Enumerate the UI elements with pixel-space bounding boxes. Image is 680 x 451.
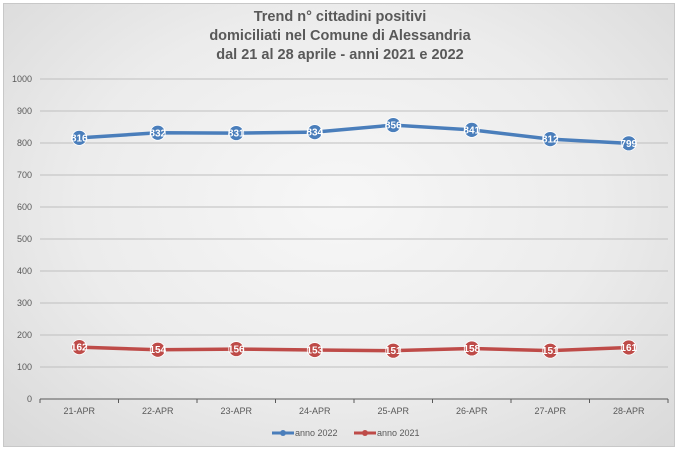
y-axis: 0 100 200 300 400 500 600 700 800 900 1000 <box>12 74 32 404</box>
y-tick-label: 900 <box>17 106 32 116</box>
y-tick-label: 200 <box>17 330 32 340</box>
series-lines: 816 832 831 834 856 841 812 799 162 154 156 153 151 1… <box>71 117 638 359</box>
data-label: 816 <box>71 133 88 144</box>
y-tick-label: 0 <box>27 394 32 404</box>
data-point <box>306 342 323 358</box>
data-label: 151 <box>542 346 559 357</box>
legend: anno 2022 anno 2021 <box>272 428 420 438</box>
data-label: 151 <box>385 346 402 357</box>
data-label: 162 <box>71 343 88 354</box>
x-tick-label: 23-APR <box>220 406 252 416</box>
y-tick-label: 500 <box>17 234 32 244</box>
gridlines <box>40 78 668 368</box>
y-tick-label: 700 <box>17 170 32 180</box>
data-point <box>71 129 88 146</box>
chart-title-line-3: dal 21 al 28 aprile - anni 2021 e 2022 <box>216 47 464 63</box>
chart-frame <box>3 3 675 447</box>
data-point <box>228 341 245 357</box>
data-label: 834 <box>306 128 323 139</box>
y-tick-label: 1000 <box>12 74 32 84</box>
data-label: 856 <box>385 121 402 132</box>
y-tick-label: 400 <box>17 266 32 276</box>
legend-swatch-marker <box>362 430 368 436</box>
data-label: 154 <box>149 345 166 356</box>
data-label: 812 <box>542 135 559 146</box>
data-label: 156 <box>228 345 245 356</box>
data-point <box>306 124 323 141</box>
data-point <box>620 339 637 356</box>
y-tick-label: 600 <box>17 202 32 212</box>
series-line-1 <box>77 123 631 146</box>
data-label: 153 <box>306 346 323 357</box>
data-label: 158 <box>463 344 480 355</box>
y-tick-label: 300 <box>17 298 32 308</box>
x-tick-label: 25-APR <box>377 406 409 416</box>
data-point <box>385 342 402 359</box>
data-point <box>71 339 88 356</box>
y-tick-label: 800 <box>17 138 32 148</box>
chart-title: Trend n° cittadini positivi domiciliati … <box>0 8 680 65</box>
data-label: 841 <box>463 125 480 136</box>
data-point <box>542 342 559 359</box>
data-point <box>463 340 480 357</box>
legend-swatch-marker <box>280 430 286 436</box>
data-point <box>149 341 166 358</box>
data-label: 799 <box>620 139 637 150</box>
chart-title-line-2: domiciliati nel Comune di Alessandria <box>209 28 471 44</box>
y-tick-label: 100 <box>17 362 32 372</box>
data-label: 161 <box>620 343 637 354</box>
legend-entry-label: anno 2021 <box>377 428 420 438</box>
x-tick-label: 26-APR <box>456 406 488 416</box>
x-tick-label: 28-APR <box>613 406 645 416</box>
data-point <box>542 131 559 148</box>
x-axis: 21-APR 22-APR 23-APR 24-APR 25-APR 26-APR 27-A… <box>39 398 669 416</box>
series-line-2 <box>77 345 631 353</box>
legend-entry-label: anno 2022 <box>295 428 338 438</box>
x-tick-label: 24-APR <box>299 406 331 416</box>
chart-title-line-1: Trend n° cittadini positivi <box>253 9 427 25</box>
x-tick-label: 21-APR <box>63 406 95 416</box>
x-tick-label: 22-APR <box>142 406 174 416</box>
data-label: 832 <box>149 128 166 139</box>
data-point <box>228 125 245 141</box>
data-point <box>463 121 480 138</box>
data-point <box>385 117 402 133</box>
data-point <box>149 124 166 141</box>
x-tick-label: 27-APR <box>534 406 566 416</box>
data-point <box>620 135 637 152</box>
data-label: 831 <box>228 129 245 140</box>
